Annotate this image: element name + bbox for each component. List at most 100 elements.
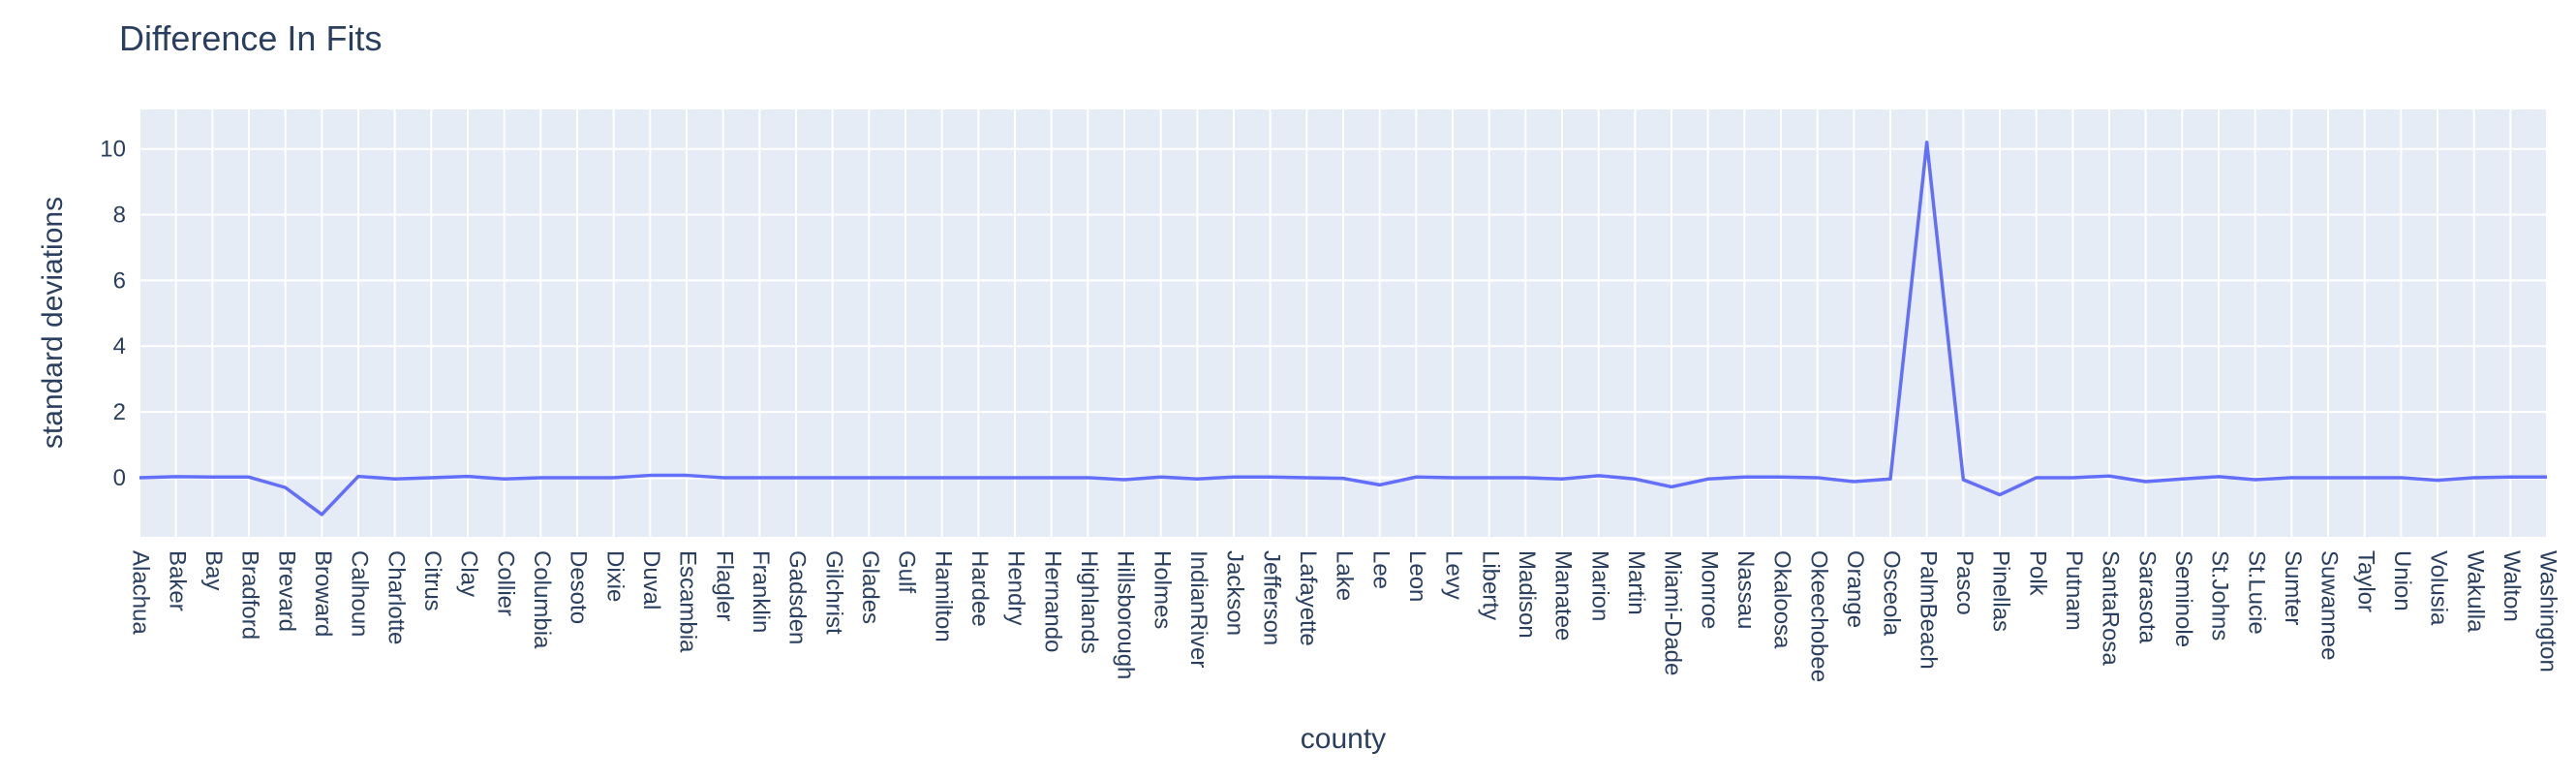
x-tick-label: Leon: [1404, 550, 1430, 602]
x-tick-label: Hernando: [1039, 550, 1065, 652]
x-tick-label: Taylor: [2352, 550, 2378, 612]
data-point[interactable]: [1593, 470, 1605, 482]
data-point[interactable]: [2213, 471, 2224, 483]
x-tick-label: Lake: [1332, 550, 1358, 601]
x-tick-label: Gilchrist: [820, 550, 846, 635]
data-point[interactable]: [972, 472, 984, 484]
data-point[interactable]: [462, 471, 474, 483]
x-tick-label: Highlands: [1076, 550, 1102, 654]
x-tick-label: Baker: [164, 550, 190, 611]
x-tick-label: Flagler: [711, 550, 737, 621]
data-point[interactable]: [936, 472, 948, 484]
data-point[interactable]: [1228, 471, 1240, 483]
x-tick-label: Miami-Dade: [1660, 550, 1686, 675]
data-point[interactable]: [1484, 472, 1495, 484]
x-tick-label: Putnam: [2061, 550, 2087, 631]
data-point[interactable]: [2395, 472, 2407, 484]
x-tick-label: Collier: [492, 550, 518, 616]
data-point[interactable]: [863, 472, 874, 484]
x-tick-label: Okeechobee: [1805, 550, 1831, 682]
data-point[interactable]: [2359, 472, 2371, 484]
data-point[interactable]: [681, 470, 692, 482]
data-point[interactable]: [425, 472, 437, 484]
data-point[interactable]: [1519, 472, 1531, 484]
data-point[interactable]: [1337, 473, 1349, 485]
x-tick-label: St.Johns: [2207, 550, 2233, 641]
data-point[interactable]: [243, 471, 255, 483]
data-point[interactable]: [900, 472, 911, 484]
data-point[interactable]: [1009, 472, 1021, 484]
data-point[interactable]: [1629, 473, 1641, 485]
data-point[interactable]: [1775, 471, 1787, 483]
x-tick-label: Sarasota: [2133, 550, 2160, 644]
data-point[interactable]: [753, 472, 765, 484]
x-tick-label: Liberty: [1477, 550, 1503, 620]
data-point[interactable]: [316, 509, 327, 520]
x-tick-label: Pasco: [1951, 550, 1978, 615]
y-axis-ticks: 0 2 4 6 8 10: [100, 137, 126, 491]
data-point[interactable]: [1738, 471, 1750, 483]
data-point[interactable]: [1046, 472, 1058, 484]
data-point[interactable]: [1082, 472, 1093, 484]
x-axis-title: county: [1301, 723, 1386, 755]
data-point[interactable]: [644, 470, 656, 482]
data-point[interactable]: [1885, 473, 1896, 485]
data-point[interactable]: [170, 471, 182, 483]
x-tick-label: PalmBeach: [1915, 550, 1941, 670]
x-tick-label: Marion: [1586, 550, 1612, 621]
data-point[interactable]: [1666, 481, 1677, 492]
data-point[interactable]: [2541, 471, 2553, 483]
x-tick-label: Escambia: [675, 550, 701, 653]
data-point[interactable]: [2140, 476, 2152, 487]
data-point[interactable]: [2176, 473, 2188, 485]
data-point[interactable]: [134, 472, 145, 484]
data-point[interactable]: [1556, 473, 1568, 485]
data-point[interactable]: [499, 473, 510, 485]
data-point[interactable]: [1265, 471, 1276, 483]
x-tick-label: Jackson: [1222, 550, 1248, 636]
data-point[interactable]: [608, 472, 620, 484]
data-point[interactable]: [1848, 476, 1859, 487]
data-point[interactable]: [1374, 479, 1386, 490]
data-point[interactable]: [1410, 471, 1422, 483]
data-point[interactable]: [2103, 470, 2115, 482]
data-point[interactable]: [2031, 472, 2042, 484]
data-point[interactable]: [1957, 474, 1969, 485]
data-point[interactable]: [1155, 471, 1167, 483]
data-point[interactable]: [353, 471, 364, 483]
data-point[interactable]: [1191, 473, 1203, 485]
x-tick-label: Union: [2389, 550, 2415, 611]
data-point[interactable]: [1702, 473, 1714, 485]
data-point[interactable]: [790, 472, 802, 484]
data-point[interactable]: [571, 472, 583, 484]
x-tick-label: Hamilton: [930, 550, 956, 642]
data-point[interactable]: [2250, 474, 2261, 485]
data-point[interactable]: [1812, 472, 1824, 484]
series-group: [134, 137, 2553, 520]
data-point[interactable]: [2504, 471, 2516, 483]
data-point[interactable]: [389, 473, 401, 485]
data-point[interactable]: [2067, 472, 2078, 484]
data-point[interactable]: [280, 482, 291, 493]
data-point[interactable]: [827, 472, 839, 484]
data-point[interactable]: [1994, 489, 2006, 501]
data-point[interactable]: [1301, 472, 1312, 484]
x-tick-label: Calhoun: [347, 550, 373, 637]
data-point[interactable]: [206, 471, 218, 483]
x-tick-label: Sumter: [2280, 550, 2306, 625]
x-tick-label: Gadsden: [784, 550, 811, 644]
x-tick-label: Pinellas: [1988, 550, 2014, 632]
data-point[interactable]: [2432, 475, 2443, 486]
data-point[interactable]: [1447, 472, 1458, 484]
data-point[interactable]: [1921, 137, 1933, 148]
data-point[interactable]: [1119, 474, 1130, 485]
y-tick-label: 4: [113, 333, 126, 360]
data-point[interactable]: [2285, 472, 2297, 484]
x-tick-label: Columbia: [529, 550, 555, 649]
data-point[interactable]: [535, 472, 546, 484]
data-point[interactable]: [2322, 472, 2334, 484]
data-point[interactable]: [718, 472, 729, 484]
data-point[interactable]: [2469, 472, 2480, 484]
